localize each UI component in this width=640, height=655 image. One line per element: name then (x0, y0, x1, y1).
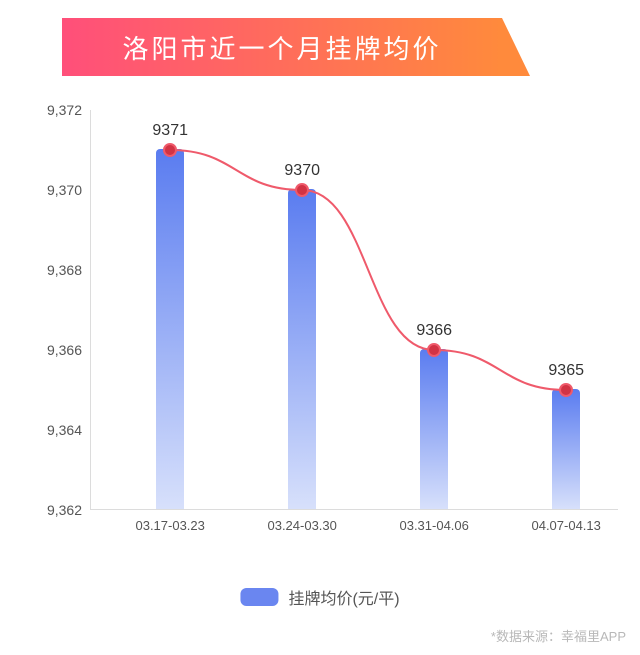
legend-swatch (240, 588, 278, 606)
y-tick-label: 9,368 (22, 262, 82, 278)
y-tick-label: 9,370 (22, 182, 82, 198)
legend-label: 挂牌均价(元/平) (288, 585, 399, 609)
line-marker (559, 383, 573, 397)
x-tick-label: 04.07-04.13 (531, 518, 600, 533)
legend: 挂牌均价(元/平) (240, 585, 399, 609)
trend-line (91, 110, 618, 509)
line-marker (427, 343, 441, 357)
y-tick-label: 9,372 (22, 102, 82, 118)
line-marker (163, 143, 177, 157)
chart-area: 937103.17-03.23937003.24-03.30936603.31-… (22, 110, 618, 540)
y-tick-label: 9,366 (22, 342, 82, 358)
line-marker (295, 183, 309, 197)
x-tick-label: 03.31-04.06 (399, 518, 468, 533)
chart-title-banner: 洛阳市近一个月挂牌均价 (62, 18, 502, 76)
data-source-note: *数据来源：幸福里APP (491, 626, 626, 645)
x-tick-label: 03.17-03.23 (135, 518, 204, 533)
plot-region: 937103.17-03.23937003.24-03.30936603.31-… (90, 110, 618, 510)
x-tick-label: 03.24-03.30 (267, 518, 336, 533)
y-tick-label: 9,364 (22, 422, 82, 438)
y-tick-label: 9,362 (22, 502, 82, 518)
chart-title-text: 洛阳市近一个月挂牌均价 (122, 29, 441, 66)
